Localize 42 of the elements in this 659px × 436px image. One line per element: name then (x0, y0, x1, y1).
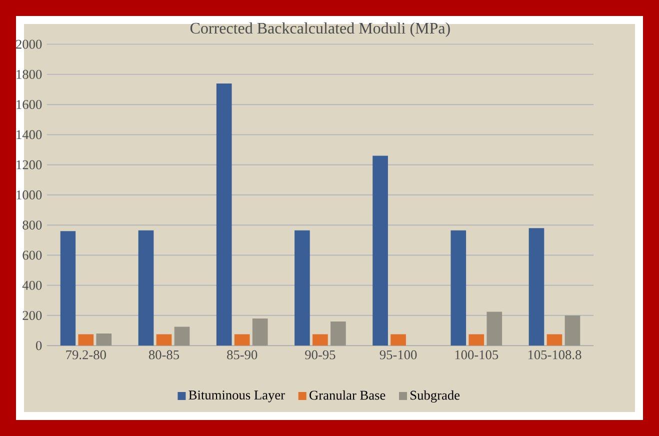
bar (216, 83, 232, 346)
bar (156, 334, 172, 346)
x-tick-label: 95-100 (380, 350, 417, 360)
bar (564, 315, 580, 346)
bar (468, 334, 484, 346)
x-tick-label: 85-90 (227, 350, 258, 360)
legend-label: Bituminous Layer (188, 390, 285, 402)
x-tick-label: 105-108.8 (528, 350, 582, 360)
y-tick-label: 200 (22, 310, 42, 320)
bar (174, 326, 190, 346)
x-tick-label: 100-105 (455, 350, 498, 360)
bar (372, 156, 388, 346)
y-tick-label: 600 (22, 250, 42, 260)
bar (546, 334, 562, 346)
x-tick-label: 80-85 (148, 350, 180, 360)
y-tick-label: 800 (22, 220, 42, 230)
bar (78, 334, 94, 346)
y-tick-label: 1200 (16, 160, 42, 170)
y-tick-label: 2000 (16, 40, 42, 49)
y-tick-label: 1800 (16, 70, 42, 79)
y-tick-label: 400 (22, 280, 42, 290)
bar (486, 312, 502, 346)
bar (252, 318, 268, 346)
y-tick-label: 0 (36, 341, 42, 350)
bar (60, 231, 76, 346)
chart-title: Corrected Backcalculated Moduli (MPa) (190, 22, 450, 37)
bar (96, 334, 112, 346)
bar (294, 230, 310, 346)
bar (138, 230, 154, 346)
y-tick-label: 1000 (16, 190, 42, 200)
bar (390, 334, 406, 346)
y-tick-label: 1400 (16, 130, 42, 140)
bar (330, 321, 346, 346)
bar (312, 334, 328, 346)
bar (450, 230, 466, 346)
legend-label: Granular Base (310, 390, 386, 400)
y-tick-label: 1600 (16, 100, 42, 110)
legend-label: Subgrade (410, 390, 460, 403)
bar (528, 228, 544, 346)
bar (234, 334, 250, 346)
x-tick-label: 90-95 (305, 350, 336, 360)
x-tick-label: 79.2-80 (66, 350, 106, 360)
